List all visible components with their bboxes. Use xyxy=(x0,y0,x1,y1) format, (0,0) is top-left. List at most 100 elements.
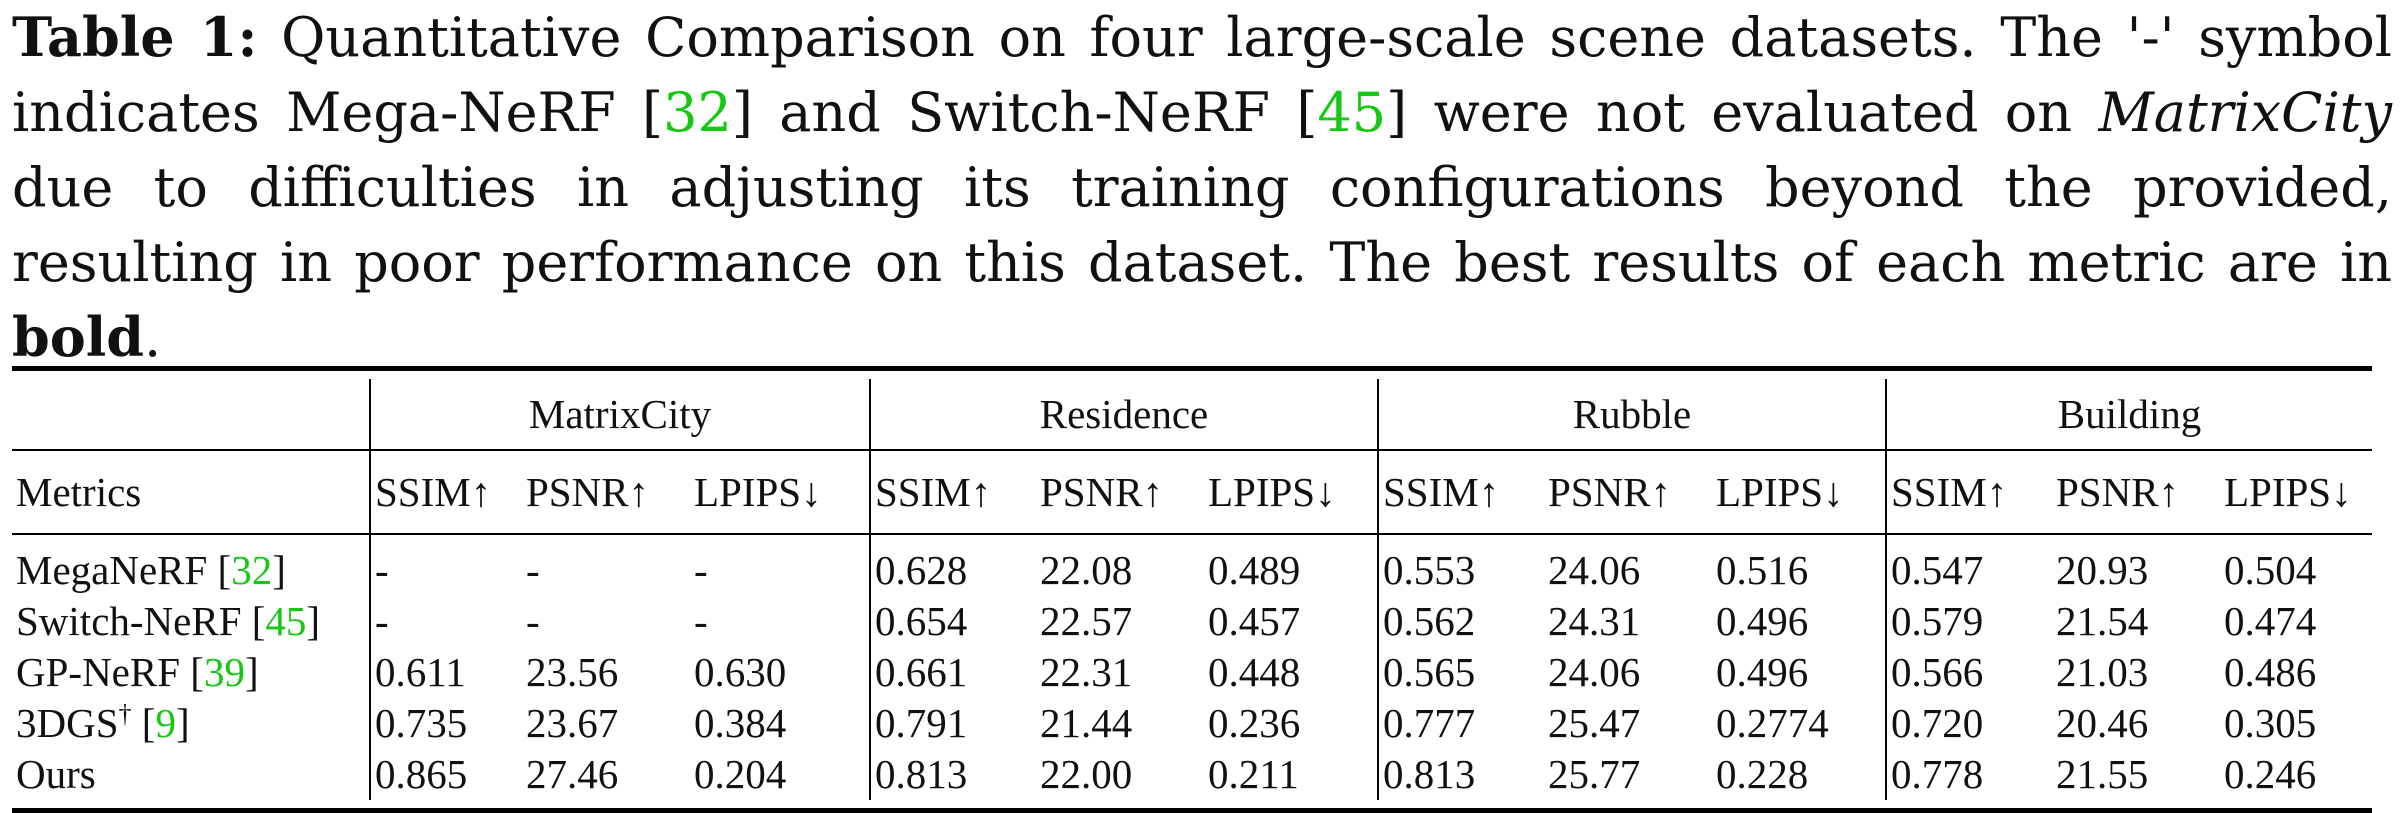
metric-header-ssim: SSIM↑ xyxy=(1885,449,2052,535)
value-cell: 0.630 xyxy=(694,649,787,695)
value-cell: 0.2774 xyxy=(1716,700,1829,746)
value-cell: - xyxy=(526,547,540,593)
metric-header-row: Metrics SSIM↑ PSNR↑ LPIPS↓ SSIM↑ PSNR↑ LPIPS↓… xyxy=(12,449,2372,535)
value-cell: 0.735 xyxy=(369,698,522,749)
value-cell: 0.661 xyxy=(869,647,1036,698)
metric-header-psnr: PSNR↑ xyxy=(522,449,690,535)
value-cell: 22.31 xyxy=(1040,649,1133,695)
table-row: Ours 0.865 27.46 0.204 0.813 22.00 0.211 0.813 2… xyxy=(12,749,2372,800)
metric-header-lpips: LPIPS↓ xyxy=(690,449,870,535)
value-cell: 0.865 xyxy=(369,749,522,800)
value-cell: 0.236 xyxy=(1208,700,1301,746)
caption-ref-megenerf[interactable]: 32 xyxy=(663,81,732,144)
method-name-bracket: ] xyxy=(306,598,321,644)
value-cell: 0.489 xyxy=(1208,547,1301,593)
value-cell: 22.00 xyxy=(1040,751,1133,797)
value-cell: 0.457 xyxy=(1208,598,1301,644)
table-caption: Table 1: Quantitative Comparison on four… xyxy=(12,0,2392,375)
value-cell: 0.813 xyxy=(1377,749,1544,800)
dagger-mark: † xyxy=(118,699,132,729)
group-header-matrixcity: MatrixCity xyxy=(369,379,870,450)
value-cell: 0.777 xyxy=(1377,698,1544,749)
value-cell: 0.813 xyxy=(869,749,1036,800)
value-cell: 24.06 xyxy=(1548,547,1641,593)
value-cell: 0.565 xyxy=(1377,647,1544,698)
value-cell: 0.579 xyxy=(1885,596,2052,647)
method-name-bracket: ] xyxy=(244,649,259,695)
value-cell: 23.56 xyxy=(526,649,619,695)
caption-ref-switchnerf[interactable]: 45 xyxy=(1317,81,1387,144)
table-row: GP-NeRF [39] 0.611 23.56 0.630 0.661 22.31 0.4… xyxy=(12,647,2372,698)
value-cell: 23.67 xyxy=(526,700,619,746)
table-row: MegaNeRF [32] - - -0.628 22.08 0.489 0.553 24.0… xyxy=(12,534,2372,596)
method-name-cell: MegaNeRF [32] xyxy=(12,534,370,596)
method-name-cell: Switch-NeRF [45] xyxy=(12,596,370,647)
metric-header-psnr: PSNR↑ xyxy=(1036,449,1204,535)
metric-header-lpips: LPIPS↓ xyxy=(1712,449,1886,535)
value-cell: 0.566 xyxy=(1885,647,2052,698)
value-cell: 0.305 xyxy=(2224,700,2317,746)
value-cell: 21.55 xyxy=(2056,751,2149,797)
caption-text-1: Quantitative Comparison on four large-sc… xyxy=(12,6,2392,144)
value-cell: - xyxy=(369,534,522,596)
caption-label: Table 1: xyxy=(12,5,258,69)
caption-text-2: ] and Switch-NeRF [ xyxy=(731,81,1318,144)
method-name-bracket: ] xyxy=(272,547,286,593)
citation-link[interactable]: 45 xyxy=(265,598,307,644)
table-row: Switch-NeRF [45] - - -0.654 22.57 0.457 0.562 2… xyxy=(12,596,2372,647)
value-cell: 0.246 xyxy=(2224,751,2317,797)
metric-header-ssim: SSIM↑ xyxy=(1377,449,1544,535)
value-cell: 0.486 xyxy=(2224,649,2317,695)
value-cell: 0.778 xyxy=(1885,749,2052,800)
value-cell: 22.08 xyxy=(1040,547,1133,593)
value-cell: 0.654 xyxy=(869,596,1036,647)
citation-link[interactable]: 32 xyxy=(231,547,273,593)
value-cell: 27.46 xyxy=(526,751,619,797)
metrics-label: Metrics xyxy=(12,449,370,535)
value-cell: 21.54 xyxy=(2056,598,2149,644)
metric-header-psnr: PSNR↑ xyxy=(1544,449,1712,535)
value-cell: 24.06 xyxy=(1548,649,1641,695)
method-name-bracket: ] xyxy=(175,700,190,746)
value-cell: 20.46 xyxy=(2056,700,2149,746)
value-cell: 0.211 xyxy=(1208,751,1299,797)
metric-header-lpips: LPIPS↓ xyxy=(2220,449,2372,535)
value-cell: - xyxy=(694,598,708,644)
dataset-header-row: MatrixCity Residence Rubble Building xyxy=(12,379,2372,450)
metric-header-ssim: SSIM↑ xyxy=(869,449,1036,535)
value-cell: 24.31 xyxy=(1548,598,1641,644)
method-name-cell: Ours xyxy=(12,749,370,800)
value-cell: - xyxy=(694,547,708,593)
value-cell: 22.57 xyxy=(1040,598,1133,644)
method-name-cell: GP-NeRF [39] xyxy=(12,647,370,698)
value-cell: 0.504 xyxy=(2224,547,2317,593)
caption-text-3: ] were not evaluated on xyxy=(1386,81,2099,144)
citation-link[interactable]: 9 xyxy=(155,700,176,746)
metric-header-lpips: LPIPS↓ xyxy=(1204,449,1378,535)
value-cell: 0.553 xyxy=(1377,534,1544,596)
top-rule xyxy=(12,366,2372,379)
citation-link[interactable]: 39 xyxy=(203,649,245,695)
value-cell: 0.474 xyxy=(2224,598,2317,644)
caption-bold-word: bold xyxy=(12,305,145,369)
value-cell: 20.93 xyxy=(2056,547,2149,593)
value-cell: 0.547 xyxy=(1885,534,2052,596)
caption-text-4: due to difficulties in adjusting its tra… xyxy=(12,156,2392,294)
group-header-rubble: Rubble xyxy=(1377,379,1886,450)
value-cell: 0.720 xyxy=(1885,698,2052,749)
value-cell: 0.628 xyxy=(869,534,1036,596)
metric-header-psnr: PSNR↑ xyxy=(2052,449,2220,535)
value-cell: 0.496 xyxy=(1716,649,1809,695)
value-cell: 25.47 xyxy=(1548,700,1641,746)
method-name: MegaNeRF [ xyxy=(16,547,232,593)
value-cell: - xyxy=(526,598,540,644)
method-name-cell: 3DGS† [9] xyxy=(12,698,370,749)
method-name: GP-NeRF [ xyxy=(16,649,204,695)
value-cell: 0.562 xyxy=(1377,596,1544,647)
value-cell: 0.496 xyxy=(1716,598,1809,644)
value-cell: 0.204 xyxy=(694,751,787,797)
value-cell: 0.228 xyxy=(1716,751,1809,797)
method-name: Ours xyxy=(16,751,96,797)
method-name-bracket: [ xyxy=(131,700,156,746)
metric-header-ssim: SSIM↑ xyxy=(369,449,522,535)
